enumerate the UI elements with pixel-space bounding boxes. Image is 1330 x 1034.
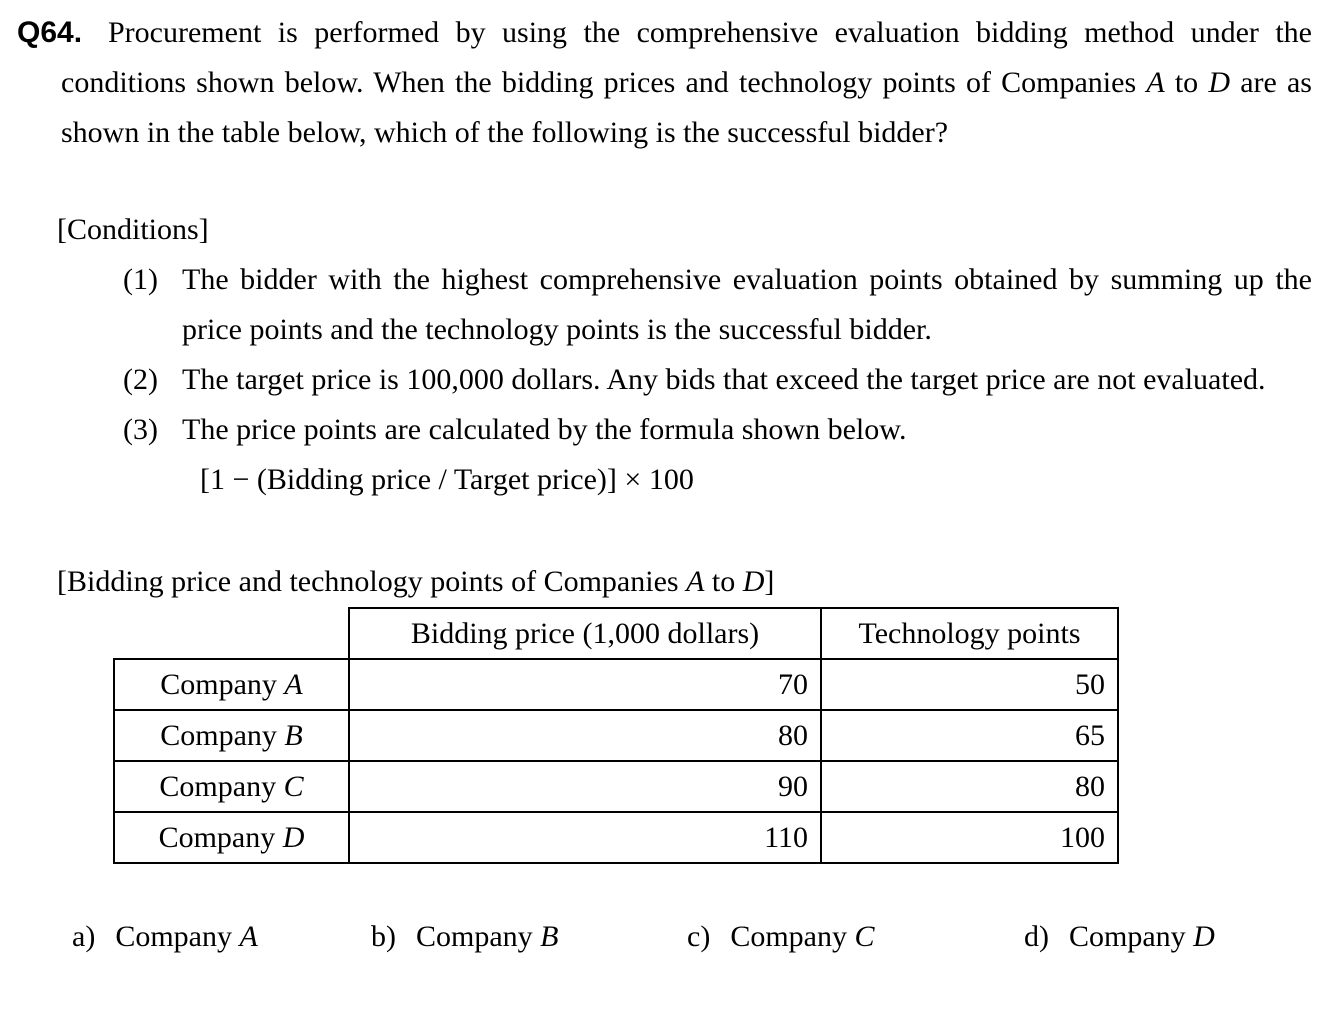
condition-item-1: (1) The bidder with the highest comprehe… (123, 255, 1312, 355)
condition-item-3: (3) The price points are calculated by t… (123, 405, 1312, 455)
bidding-price-cell: 90 (348, 760, 822, 813)
option-d-label: d) (1024, 920, 1049, 953)
company-name-cell: Company C (113, 760, 350, 813)
technology-points-cell: 100 (820, 811, 1119, 864)
bidding-price-cell: 80 (348, 709, 822, 762)
option-b-name: Company B (416, 920, 559, 953)
table-row-company-a: Company A 70 50 (113, 658, 1119, 711)
question-paragraph: Q64. Procurement is performed by using th… (17, 8, 1312, 158)
condition-3-number: (3) (123, 413, 158, 446)
company-name-cell: Company D (113, 811, 350, 864)
col-header-bidding-price: Bidding price (1,000 dollars) (348, 607, 822, 660)
condition-1-number: (1) (123, 263, 158, 296)
option-b: b) Company B (371, 912, 559, 962)
condition-2-number: (2) (123, 363, 158, 396)
bidding-price-cell: 70 (348, 658, 822, 711)
price-points-formula: [1 − (Bidding price / Target price)] × 1… (200, 463, 694, 496)
condition-3-text: The price points are calculated by the f… (182, 413, 907, 446)
option-a: a) Company A (72, 912, 258, 962)
question-number: Q64. (17, 16, 83, 49)
answer-options-row: a) Company A b) Company B c) Company C d) Co… (0, 912, 1330, 962)
condition-item-2: (2) The target price is 100,000 dollars.… (123, 355, 1312, 405)
option-c-name: Company C (730, 920, 875, 953)
conditions-heading: [Conditions] (57, 213, 209, 246)
question-text: Procurement is performed by using the co… (61, 16, 1312, 149)
option-a-label: a) (72, 920, 96, 953)
technology-points-cell: 65 (820, 709, 1119, 762)
option-c-label: c) (687, 920, 711, 953)
company-name-cell: Company A (113, 658, 350, 711)
condition-2-text: The target price is 100,000 dollars. Any… (182, 363, 1266, 396)
option-d-name: Company D (1069, 920, 1215, 953)
option-b-label: b) (371, 920, 396, 953)
bidding-price-cell: 110 (348, 811, 822, 864)
col-header-technology-points: Technology points (820, 607, 1119, 660)
bidding-table: Bidding price (1,000 dollars) Technology… (113, 607, 1119, 864)
table-corner-cell (114, 608, 349, 659)
table-caption: [Bidding price and technology points of … (57, 565, 775, 598)
technology-points-cell: 80 (820, 760, 1119, 813)
option-d: d) Company D (1024, 912, 1215, 962)
table-row-company-d: Company D 110 100 (113, 811, 1119, 864)
company-name-cell: Company B (113, 709, 350, 762)
table-row-company-c: Company C 90 80 (113, 760, 1119, 813)
option-c: c) Company C (687, 912, 875, 962)
table-header-row: Bidding price (1,000 dollars) Technology… (114, 607, 1119, 660)
table-row-company-b: Company B 80 65 (113, 709, 1119, 762)
option-a-name: Company A (115, 920, 258, 953)
condition-1-text: The bidder with the highest comprehensiv… (182, 263, 1312, 346)
technology-points-cell: 50 (820, 658, 1119, 711)
